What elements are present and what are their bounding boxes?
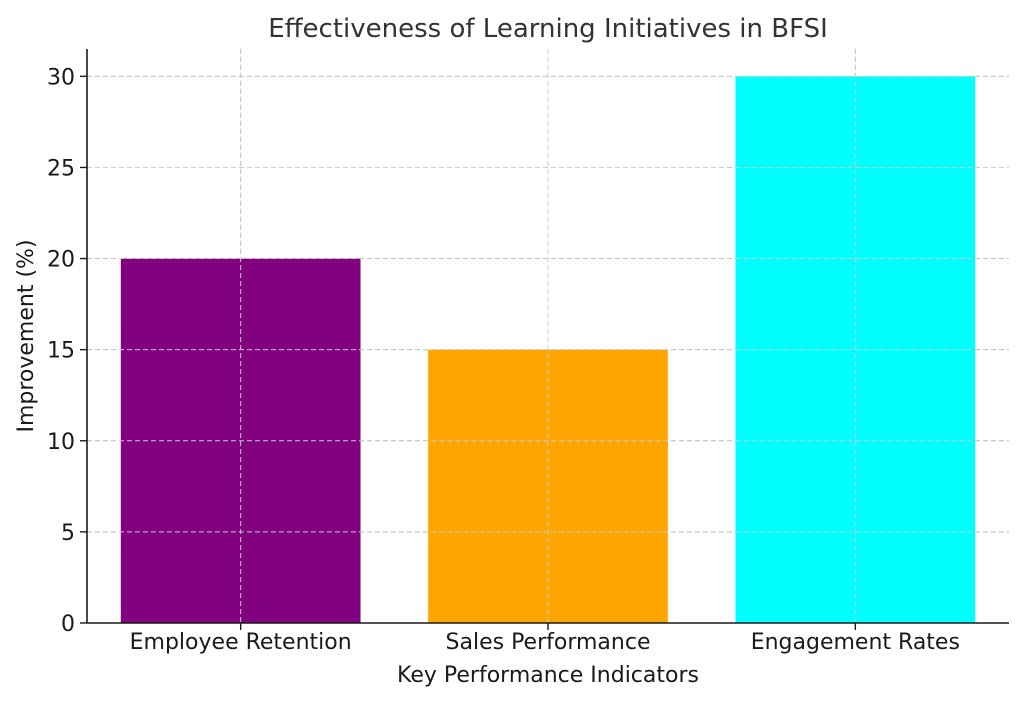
y-tick-label: 10 (47, 430, 75, 455)
x-tick-label: Engagement Rates (751, 630, 960, 655)
y-tick-label: 15 (47, 339, 75, 364)
y-tick-label: 0 (61, 612, 75, 637)
x-tick-label: Sales Performance (446, 630, 651, 655)
chart-title: Effectiveness of Learning Initiatives in… (268, 14, 828, 44)
y-tick-label: 30 (47, 65, 75, 90)
y-tick-label: 20 (47, 248, 75, 273)
x-tick-label: Employee Retention (130, 630, 352, 655)
y-tick-label: 5 (61, 521, 75, 546)
x-ticks: Employee Retention Sales Performance Engag… (130, 623, 960, 655)
y-axis-label: Improvement (%) (14, 239, 39, 432)
x-axis-label: Key Performance Indicators (397, 663, 699, 688)
y-tick-label: 25 (47, 156, 75, 181)
bars (87, 49, 1009, 624)
y-ticks: 0 5 10 15 20 25 30 (47, 65, 87, 637)
